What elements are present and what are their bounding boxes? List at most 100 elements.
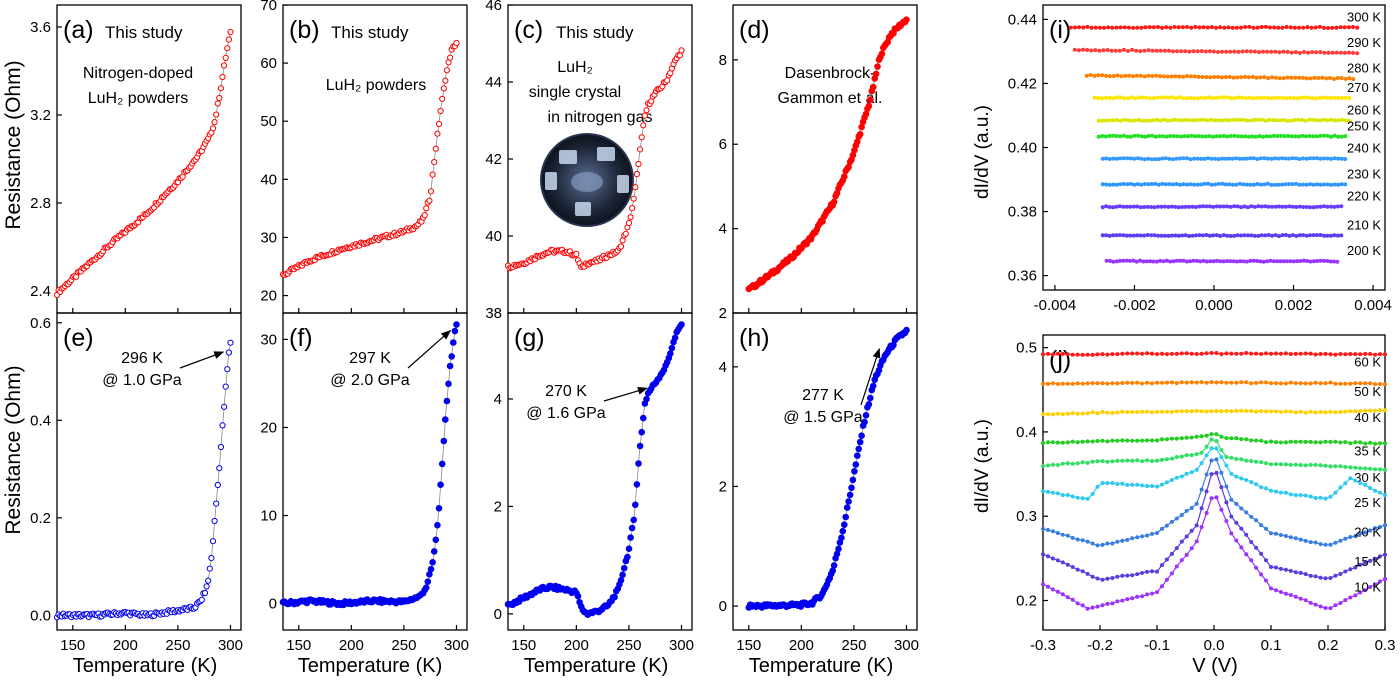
data-point <box>1313 462 1318 467</box>
data-point <box>1135 482 1140 487</box>
data-point <box>1179 436 1184 441</box>
ytick-label: 42 <box>485 151 502 168</box>
data-point <box>640 122 647 129</box>
data-point <box>1308 540 1313 545</box>
data-point <box>1264 380 1268 385</box>
data-point <box>1335 259 1340 264</box>
data-point <box>1155 484 1159 489</box>
panel-j-frame <box>1042 334 1386 631</box>
series-210-K: 210 K <box>1100 218 1381 239</box>
data-point <box>1140 381 1145 386</box>
data-point <box>1060 560 1065 565</box>
data-point <box>1164 457 1169 462</box>
series-line <box>1042 433 1386 445</box>
xtick-label: -0.1 <box>1144 637 1170 654</box>
data-point <box>1301 205 1306 209</box>
annotation-text: @ 1.6 GPa <box>526 405 605 422</box>
data-point <box>1347 76 1352 81</box>
data-point <box>1110 25 1115 30</box>
data-point <box>1358 381 1363 386</box>
data-point <box>625 545 633 553</box>
data-point <box>1142 233 1147 238</box>
data-point <box>1219 470 1224 475</box>
data-point <box>1293 439 1298 444</box>
data-point <box>1336 96 1341 100</box>
data-point <box>620 564 628 572</box>
data-point <box>1285 49 1290 54</box>
data-point <box>1186 134 1190 139</box>
data-point <box>1304 156 1309 161</box>
data-point <box>1246 75 1251 80</box>
data-point <box>1250 134 1255 139</box>
data-point <box>1378 467 1382 472</box>
data-point <box>1258 259 1263 264</box>
data-point <box>1322 25 1326 30</box>
data-point <box>1209 446 1214 451</box>
data-point <box>1234 538 1239 543</box>
data-point <box>1305 259 1310 263</box>
data-point <box>1055 463 1060 467</box>
data-point <box>903 16 910 24</box>
ytick-label: 46 <box>485 0 502 14</box>
data-point <box>1138 49 1143 54</box>
data-point <box>1221 259 1226 264</box>
data-point <box>1060 461 1065 466</box>
data-point <box>1278 133 1283 138</box>
ytick-label: 0.36 <box>1008 268 1037 285</box>
data-point <box>1303 134 1308 139</box>
xtick-label: 200 <box>564 637 589 654</box>
data-point <box>1118 95 1123 100</box>
data-point <box>1207 134 1212 139</box>
series-230-K: 230 K <box>1100 166 1381 187</box>
xtick-label: 0.3 <box>1375 637 1396 654</box>
data-point <box>625 219 633 227</box>
data-point <box>671 334 679 342</box>
data-point <box>216 94 223 102</box>
data-point <box>1308 409 1313 414</box>
data-point <box>1184 508 1189 513</box>
data-point <box>1303 351 1308 356</box>
data-point <box>1288 462 1293 467</box>
data-point <box>1155 409 1159 414</box>
data-point <box>217 443 224 451</box>
temperature-xlabel-1: Temperature (K) <box>73 655 218 677</box>
ytick-label: 44 <box>485 74 502 91</box>
data-point <box>1046 489 1050 494</box>
data-point <box>1256 204 1261 209</box>
data-point <box>1308 182 1313 187</box>
data-point <box>1229 351 1234 356</box>
data-point <box>1119 74 1124 79</box>
data-point <box>1263 233 1268 238</box>
data-point <box>1245 233 1250 238</box>
data-point <box>1195 182 1200 187</box>
xtick-label: 300 <box>218 637 243 654</box>
data-point <box>1154 259 1159 264</box>
data-point <box>1221 233 1226 238</box>
data-point <box>1144 259 1149 264</box>
series-250-K: 250 K <box>1096 118 1381 139</box>
data-point <box>1111 205 1115 210</box>
data-point <box>1224 409 1229 413</box>
data-point <box>619 237 626 244</box>
data-point <box>1280 156 1284 161</box>
data-point <box>1276 156 1281 161</box>
data-point <box>1167 156 1172 161</box>
data-point <box>1180 118 1185 123</box>
data-point <box>1209 156 1214 161</box>
data-point <box>1169 519 1174 524</box>
data-point <box>1204 259 1209 264</box>
data-point <box>1203 134 1208 139</box>
data-point <box>1244 552 1249 557</box>
data-point <box>1298 381 1303 386</box>
data-point <box>1255 95 1259 100</box>
data-point <box>1194 380 1199 385</box>
data-point <box>637 146 644 153</box>
data-point <box>1266 76 1271 81</box>
ytick-label: 0.5 <box>1016 340 1037 357</box>
data-point <box>1274 531 1278 536</box>
data-point <box>427 188 435 195</box>
data-point <box>1249 459 1254 464</box>
data-point <box>1353 593 1358 598</box>
data-point <box>1163 182 1168 187</box>
